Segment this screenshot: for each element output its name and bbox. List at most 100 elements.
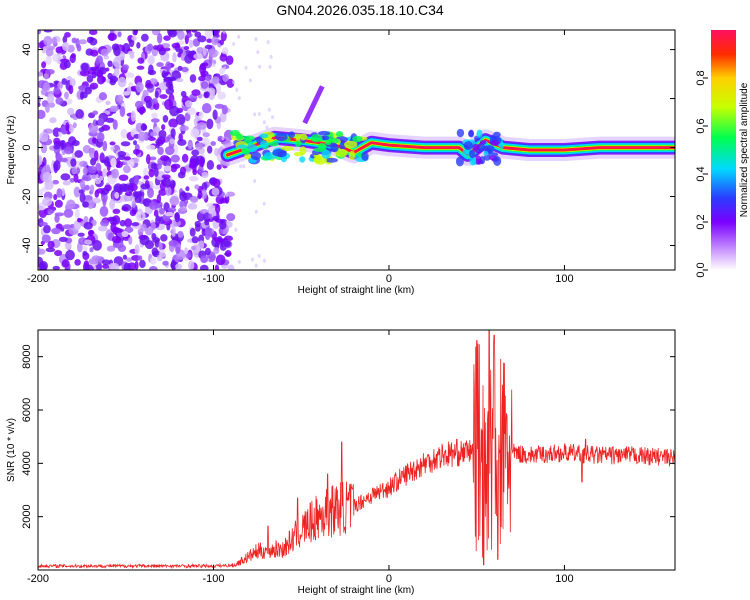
noise-blob — [65, 249, 75, 261]
noise-blob — [215, 203, 221, 214]
noise-blob — [188, 163, 196, 169]
noise-blob — [183, 46, 190, 51]
noise-blob — [254, 209, 258, 214]
colorbar-gradient — [711, 30, 736, 270]
noise-blob — [63, 208, 74, 218]
noise-blob — [219, 111, 227, 123]
noise-blob — [89, 247, 94, 253]
noise-blob — [109, 105, 119, 111]
colorbar: 0.0 0.2 0.4 0.6 0.8 Normalized spectral ampl… — [695, 30, 750, 278]
noise-blob — [223, 66, 227, 71]
noise-blob — [38, 102, 41, 108]
noise-blob — [90, 157, 97, 166]
noise-blob — [174, 212, 180, 223]
noise-blob — [139, 259, 146, 269]
noise-blob — [194, 184, 200, 190]
noise-blob — [131, 36, 137, 41]
noise-blob — [89, 184, 95, 193]
spectrogram-frame — [37, 29, 676, 271]
noise-blob — [63, 60, 71, 69]
noise-blob — [188, 260, 195, 270]
ridge-blob — [237, 144, 248, 149]
noise-blob — [168, 118, 179, 128]
x-tick-label: -200 — [27, 273, 49, 285]
noise-blob — [177, 65, 183, 71]
noise-blob — [168, 30, 177, 38]
noise-blob — [147, 136, 156, 142]
noise-blob — [79, 69, 90, 77]
noise-blob — [46, 45, 56, 51]
noise-blob — [48, 102, 56, 108]
noise-blob — [127, 50, 135, 56]
noise-blob — [71, 167, 78, 175]
noise-blob — [100, 48, 109, 57]
noise-blob — [98, 175, 104, 181]
noise-blob — [88, 30, 98, 36]
noise-blob — [43, 224, 51, 234]
noise-blob — [212, 109, 218, 120]
noise-blob — [68, 84, 74, 95]
noise-blob — [94, 150, 99, 162]
noise-blob — [190, 128, 200, 138]
noise-blob — [132, 148, 141, 155]
ridge-blob — [493, 131, 501, 138]
noise-blob — [167, 207, 177, 213]
noise-blob — [171, 70, 182, 81]
noise-blob — [153, 126, 161, 134]
noise-blob — [162, 260, 169, 266]
colorbar-tick-label: 0.0 — [695, 262, 707, 277]
noise-blob — [165, 186, 172, 196]
noise-blob — [63, 146, 73, 155]
noise-blob — [128, 82, 133, 87]
noise-blob — [101, 264, 110, 269]
noise-blob — [198, 111, 204, 120]
noise-blob — [200, 255, 208, 264]
ridge-blob — [259, 133, 269, 138]
noise-blob — [82, 201, 89, 208]
ridge-blob — [361, 152, 369, 161]
noise-blob — [237, 259, 241, 264]
noise-blob — [165, 86, 175, 95]
x-tick-label: 0 — [386, 573, 392, 585]
noise-blob — [88, 230, 94, 236]
ridge-blob — [475, 155, 482, 165]
noise-blob — [149, 131, 158, 137]
noise-blob — [225, 193, 229, 198]
noise-blob — [129, 209, 137, 217]
noise-blob — [74, 150, 84, 158]
noise-blob — [106, 245, 116, 252]
noise-blob — [250, 257, 254, 262]
y-tick-label: 40 — [21, 43, 33, 55]
noise-blob — [41, 234, 51, 243]
noise-blob — [129, 161, 135, 168]
noise-blob — [186, 107, 196, 115]
noise-blob — [194, 223, 201, 232]
noise-blob — [68, 124, 75, 133]
noise-blob — [53, 160, 61, 171]
noise-blob — [55, 97, 64, 105]
noise-blob — [74, 258, 81, 266]
noise-blob — [148, 168, 155, 178]
ridge-blob — [499, 143, 504, 150]
spectrogram-y-label: Frequency (Hz) — [6, 116, 17, 185]
noise-blob — [137, 57, 145, 64]
noise-blob — [170, 259, 176, 270]
noise-blob — [153, 209, 159, 217]
noise-blob — [71, 37, 77, 44]
noise-blob — [38, 95, 41, 104]
noise-blob — [137, 106, 147, 114]
ridge-blob — [348, 150, 356, 161]
noise-blob — [225, 55, 234, 66]
noise-blob — [51, 36, 57, 46]
noise-blob — [61, 259, 70, 268]
noise-blob — [191, 149, 200, 156]
noise-blob — [211, 187, 220, 196]
noise-blob — [206, 160, 215, 170]
noise-blob — [215, 254, 226, 266]
noise-blob — [112, 57, 122, 68]
ridge-blob — [299, 156, 306, 163]
noise-blob — [164, 177, 171, 188]
noise-blob — [204, 30, 213, 39]
ridge-blob — [456, 128, 465, 138]
noise-blob — [177, 52, 182, 58]
